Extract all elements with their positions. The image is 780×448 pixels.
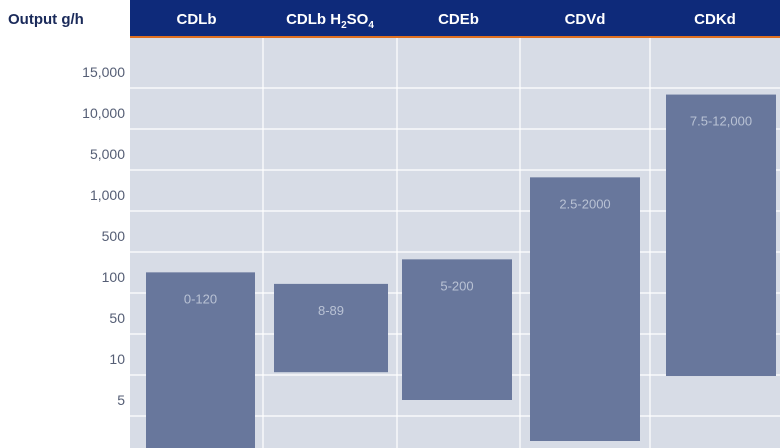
bar-range-label: 7.5-12,000 [690, 114, 752, 129]
y-tick-label: 5,000 [90, 146, 125, 162]
range-bar [402, 259, 512, 400]
header-accent-line [130, 36, 780, 38]
range-bar [146, 272, 255, 448]
y-tick-label: 10,000 [82, 105, 125, 121]
y-tick-label: 50 [109, 310, 125, 326]
column-header: CDVd [565, 11, 606, 28]
y-tick-label: 100 [102, 269, 126, 285]
bar-range-label: 2.5-2000 [559, 196, 610, 211]
y-tick-label: 500 [102, 228, 126, 244]
bar-range-label: 5-200 [440, 278, 473, 293]
header-band [130, 0, 780, 36]
y-axis-title: Output g/h [8, 11, 84, 28]
y-tick-label: 5 [117, 392, 125, 408]
bar-range-label: 8-89 [318, 303, 344, 318]
y-tick-label: 1,000 [90, 187, 125, 203]
range-bar [274, 283, 388, 373]
column-header: CDLb [177, 11, 217, 28]
y-tick-label: 15,000 [82, 64, 125, 80]
range-bar [530, 177, 640, 441]
labels: 15,000 10,000 5,000 1,000 500 100 50 10 5 CDLb CDL… [82, 11, 752, 408]
range-bar [666, 94, 776, 377]
bar-range-label: 0-120 [184, 291, 217, 306]
bars [146, 94, 776, 448]
y-tick-label: 10 [109, 351, 125, 367]
column-header: CDEb [438, 11, 479, 28]
column-header: CDLb H2SO4 [286, 11, 374, 31]
column-header: CDKd [694, 11, 736, 28]
